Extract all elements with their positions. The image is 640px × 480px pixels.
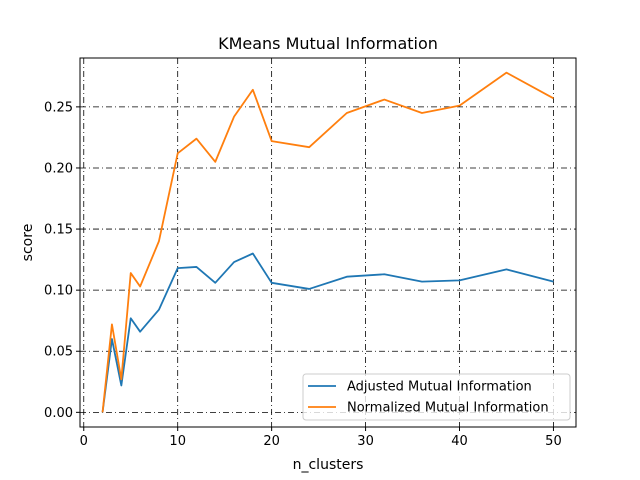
y-tick-label: 0.25 xyxy=(44,100,73,115)
legend-box xyxy=(302,373,571,421)
plot-area xyxy=(80,58,576,427)
legend-label: Adjusted Mutual Information xyxy=(347,380,532,395)
x-tick-label: 10 xyxy=(169,434,186,449)
y-tick-label: 0.10 xyxy=(44,284,73,299)
series-line-1 xyxy=(101,252,554,413)
axis-ticks: 0 10 20 30 40 50 0.00 0.05 0.10 0.15 0.20 0.25 xyxy=(44,100,562,449)
x-axis-label: n_clusters xyxy=(293,457,364,473)
x-tick-label: 30 xyxy=(357,434,374,449)
series-line-2 xyxy=(101,71,554,413)
chart-title: KMeans Mutual Information xyxy=(218,34,438,53)
x-tick-label: 40 xyxy=(451,434,468,449)
legend-label: Normalized Mutual Information xyxy=(347,401,549,416)
series-lines xyxy=(101,71,554,413)
x-tick-label: 50 xyxy=(545,434,562,449)
y-tick-label: 0.00 xyxy=(44,406,73,421)
x-tick-label: 0 xyxy=(80,434,88,449)
x-tick-label: 20 xyxy=(263,434,280,449)
y-tick-label: 0.15 xyxy=(44,223,73,238)
y-tick-label: 0.05 xyxy=(44,345,73,360)
y-tick-label: 0.20 xyxy=(44,161,73,176)
y-axis-label: score xyxy=(20,224,36,262)
legend: Adjusted Mutual Information Normalized Mu… xyxy=(302,373,571,421)
grid xyxy=(80,58,576,427)
plot-frame xyxy=(79,57,577,428)
